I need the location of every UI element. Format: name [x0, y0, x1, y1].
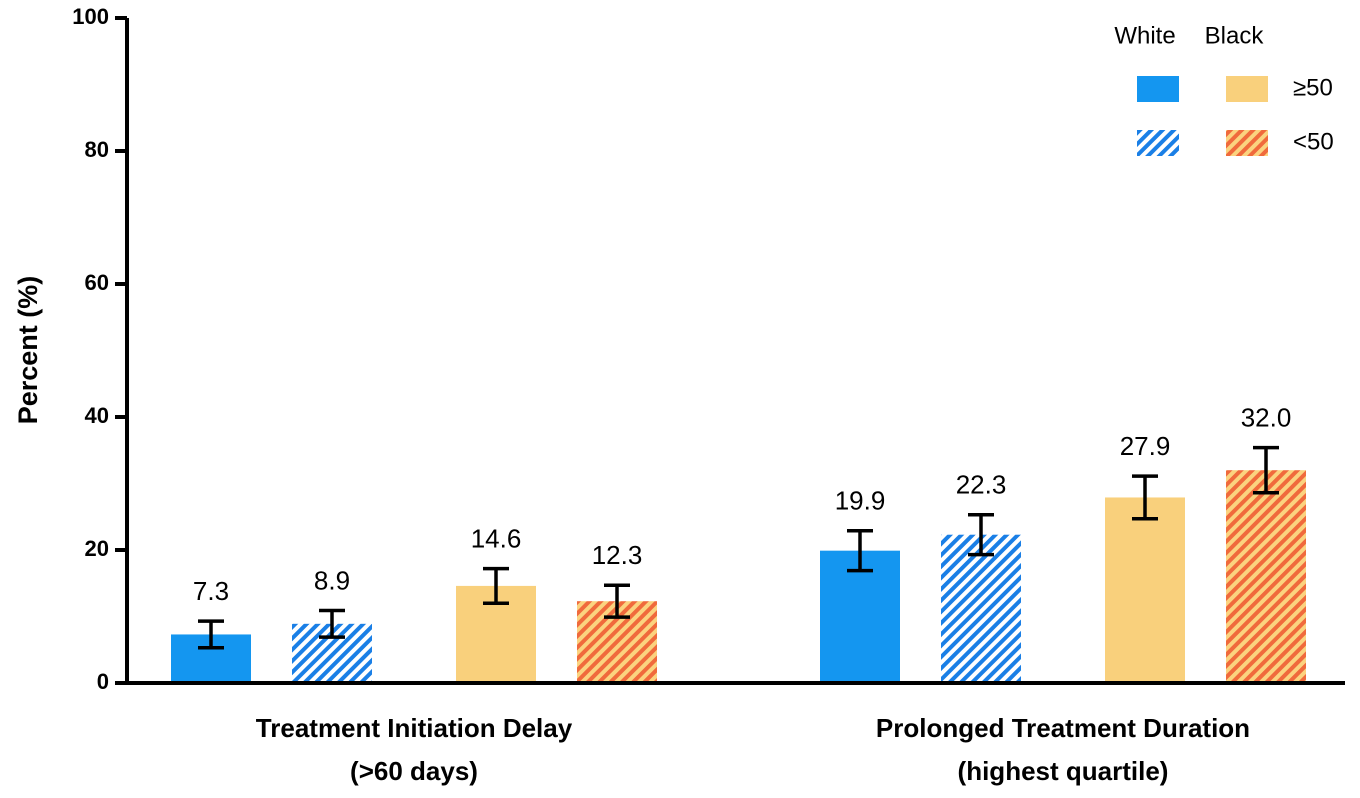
y-tick-label: 60	[85, 270, 109, 295]
error-bar	[319, 608, 345, 639]
error-bar	[483, 566, 509, 605]
value-label: 8.9	[314, 565, 350, 595]
x-tick-label: Treatment Initiation Delay	[256, 713, 573, 743]
error-bar	[847, 528, 873, 573]
value-label: 12.3	[592, 540, 643, 570]
error-bar	[604, 583, 630, 619]
legend-row: ≥50	[1293, 74, 1333, 101]
y-tick-label: 0	[97, 669, 109, 694]
value-label: 22.3	[956, 470, 1007, 500]
value-label: 14.6	[471, 523, 522, 553]
error-bar	[968, 513, 994, 557]
value-label: 32.0	[1241, 402, 1292, 432]
y-tick-label: 100	[72, 4, 109, 29]
legend-swatch	[1137, 76, 1179, 102]
error-bar	[1253, 445, 1279, 495]
y-tick-label: 40	[85, 403, 109, 428]
legend-swatch	[1226, 76, 1268, 102]
x-tick-label: (highest quartile)	[958, 756, 1169, 786]
legend-column: Black	[1205, 22, 1265, 49]
y-axis-label: Percent (%)	[13, 276, 43, 425]
legend-swatch	[1226, 130, 1268, 156]
bar	[1105, 497, 1185, 683]
value-label: 7.3	[193, 576, 229, 606]
x-tick-label: Prolonged Treatment Duration	[876, 713, 1250, 743]
legend-swatch	[1137, 130, 1179, 156]
error-bar	[198, 619, 224, 650]
bar	[1226, 470, 1306, 683]
error-bar	[1132, 474, 1158, 521]
value-label: 27.9	[1120, 431, 1171, 461]
bar	[820, 550, 900, 683]
legend-row: <50	[1293, 128, 1334, 155]
x-tick-label: (>60 days)	[350, 756, 478, 786]
y-tick-label: 80	[85, 137, 109, 162]
value-label: 19.9	[835, 486, 886, 516]
bar	[941, 534, 1021, 683]
legend-column: White	[1114, 22, 1175, 49]
y-tick-label: 20	[85, 536, 109, 561]
